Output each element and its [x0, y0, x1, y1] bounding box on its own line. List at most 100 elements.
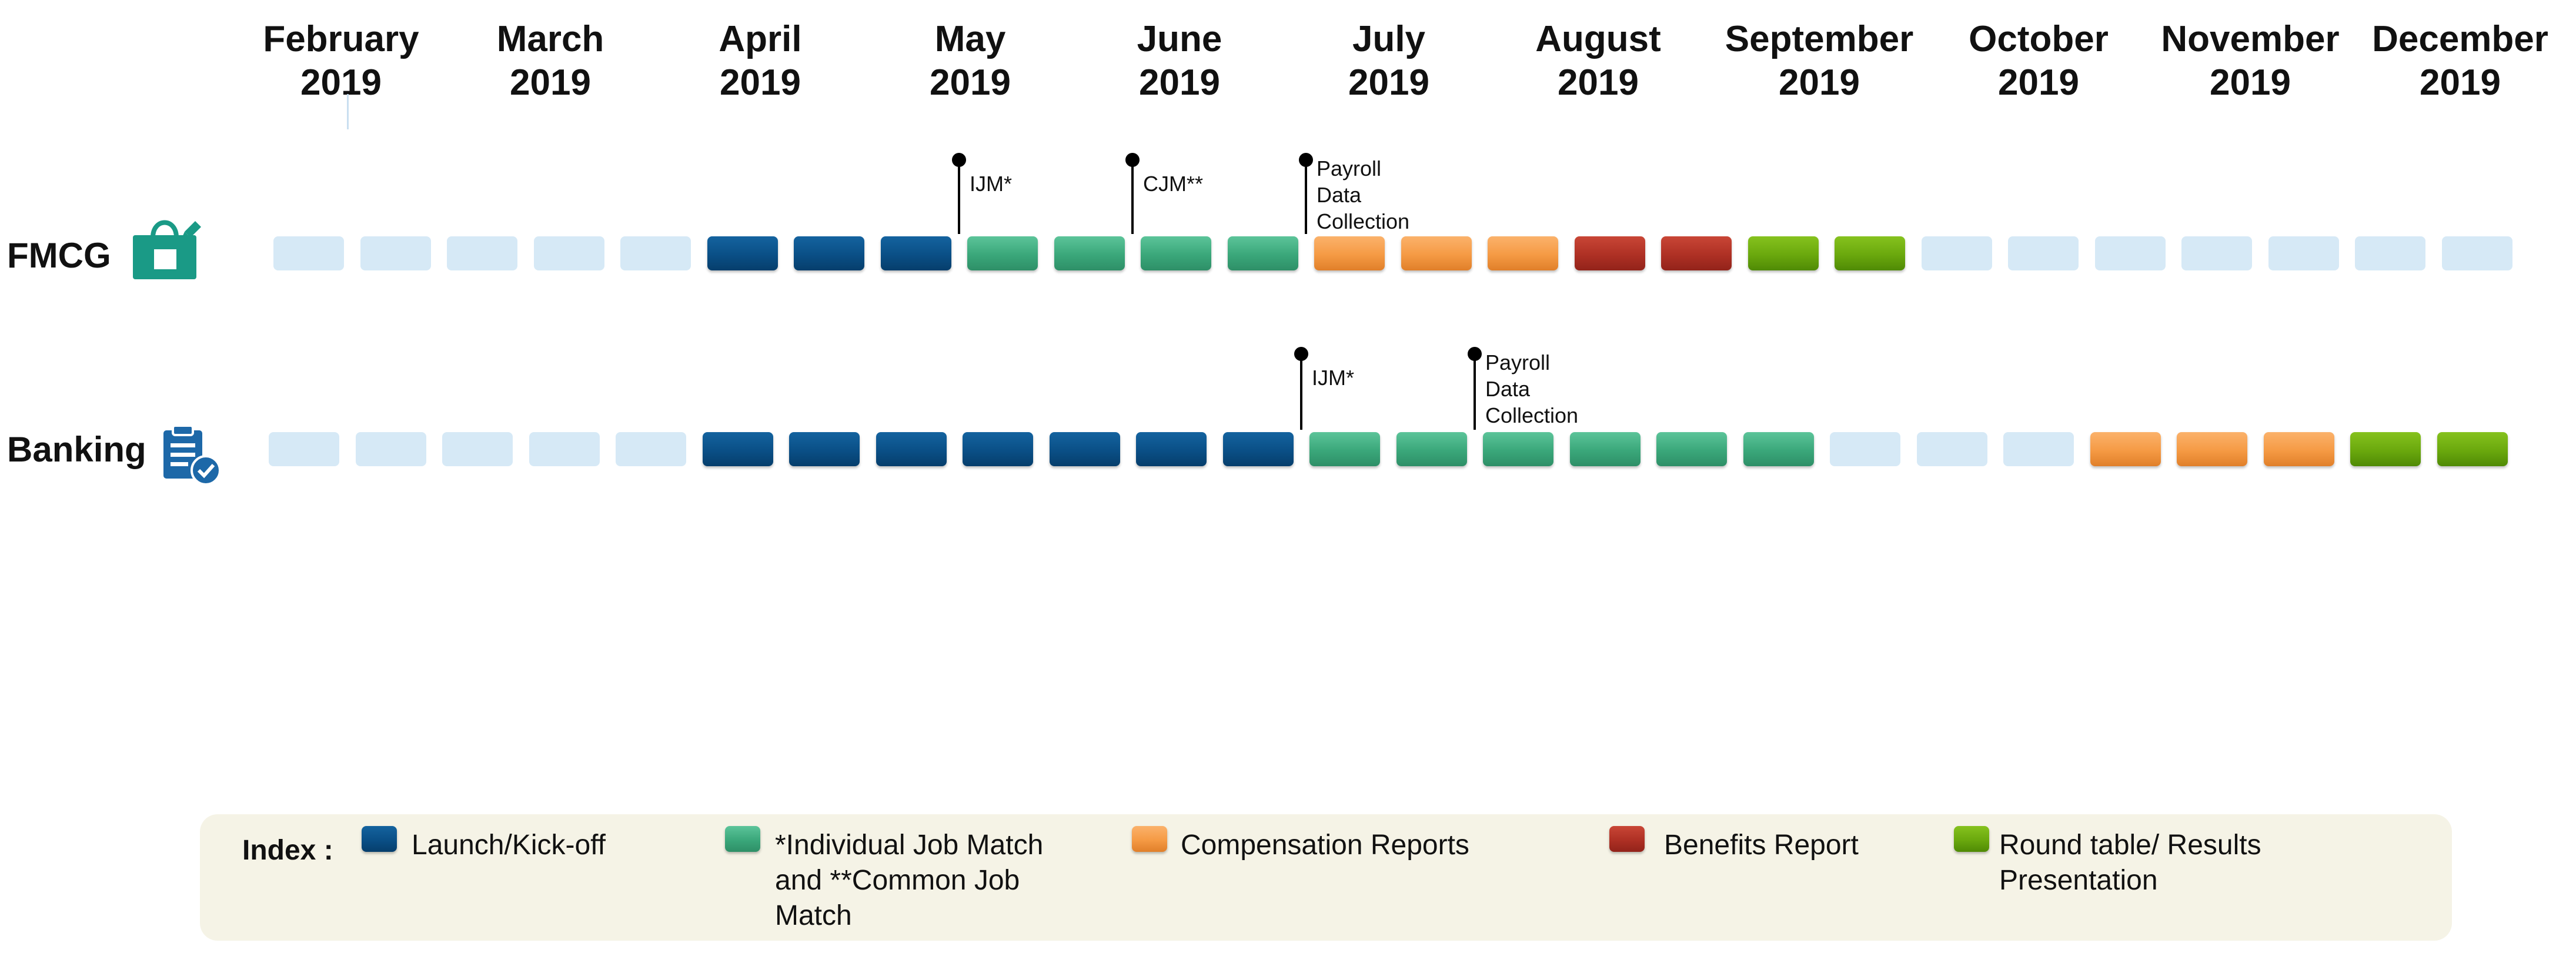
timeline-block-comp [2177, 432, 2247, 466]
timeline-block-round [1835, 236, 1905, 270]
timeline-block-match [967, 236, 1038, 270]
month-name: March [496, 19, 604, 59]
milestone-pin [952, 153, 966, 167]
month-year: 2019 [1558, 62, 1639, 103]
timeline-block-launch [702, 432, 773, 466]
timeline-block-match [1309, 432, 1380, 466]
month-year: 2019 [300, 62, 382, 103]
timeline-block-match [1656, 432, 1727, 466]
milestone-line [1305, 160, 1307, 234]
timeline-block-launch [707, 236, 778, 270]
timeline-block-none [355, 432, 426, 466]
month-label: June 2019 [1080, 18, 1279, 105]
milestone-line [1131, 160, 1134, 234]
timeline-block-round [2437, 432, 2508, 466]
timeline-block-launch [876, 432, 947, 466]
timeline-block-none [442, 432, 513, 466]
legend-swatch-benefits [1609, 826, 1645, 852]
timeline-block-match [1141, 236, 1211, 270]
month-name: August [1535, 19, 1661, 59]
timeline-block-none [2003, 432, 2074, 466]
row-label-fmcg: FMCG [7, 236, 111, 275]
milestone-line [1300, 354, 1302, 430]
timeline-block-launch [880, 236, 951, 270]
month-label: August 2019 [1498, 18, 1698, 105]
timeline-block-none [447, 236, 517, 270]
timeline-block-none [360, 236, 431, 270]
timeline-block-match [1396, 432, 1467, 466]
timeline-block-none [1916, 432, 1987, 466]
timeline-start-tick [347, 94, 349, 129]
legend-label-launch: Launch/Kick-off [412, 830, 606, 861]
milestone-label: Payroll Data Collection [1485, 350, 1579, 427]
milestone-pin [1294, 347, 1308, 361]
month-year: 2019 [1779, 62, 1860, 103]
month-year: 2019 [510, 62, 591, 103]
month-name: February [263, 19, 419, 59]
milestone-line [1474, 354, 1476, 430]
clipboard-check-icon [163, 424, 221, 486]
month-year: 2019 [2210, 62, 2291, 103]
month-year: 2019 [1348, 62, 1429, 103]
legend-panel [200, 814, 2452, 941]
timeline-block-launch [789, 432, 860, 466]
timeline-block-none [2181, 236, 2252, 270]
milestone-label: Payroll Data Collection [1317, 156, 1410, 233]
milestone-label: IJM* [1312, 366, 1354, 390]
timeline-block-none [2441, 236, 2512, 270]
month-name: October [1969, 19, 2109, 59]
timeline-block-none [2008, 236, 2079, 270]
month-label: October 2019 [1939, 18, 2139, 105]
timeline-block-comp [2090, 432, 2161, 466]
month-label: November 2019 [2150, 18, 2350, 105]
legend-label-match: *Individual Job Match and **Common Job M… [775, 830, 1044, 931]
timeline-block-none [616, 432, 686, 466]
month-label: February 2019 [241, 18, 441, 105]
legend-swatch-round [1954, 826, 1989, 852]
timeline-block-match [1569, 432, 1641, 466]
month-label: July 2019 [1289, 18, 1489, 105]
timeline-block-none [2268, 236, 2339, 270]
legend-label-comp: Compensation Reports [1181, 830, 1469, 861]
milestone-pin [1299, 153, 1313, 167]
milestone-pin [1468, 347, 1482, 361]
timeline-block-comp [1488, 236, 1558, 270]
legend-title: Index : [242, 835, 333, 866]
timeline-block-match [1483, 432, 1553, 466]
timeline-block-none [269, 432, 339, 466]
month-label: April 2019 [660, 18, 860, 105]
legend-label-round: Round table/ Results Presentation [1999, 830, 2261, 896]
timeline-block-comp [2263, 432, 2334, 466]
timeline-block-comp [1401, 236, 1472, 270]
month-label: December 2019 [2360, 18, 2560, 105]
month-label: May 2019 [870, 18, 1070, 105]
timeline-block-benefits [1574, 236, 1645, 270]
legend-label-benefits: Benefits Report [1664, 830, 1859, 861]
timeline-block-launch [794, 236, 864, 270]
timeline-block-none [620, 236, 691, 270]
milestone-pin [1125, 153, 1140, 167]
timeline-block-launch [1222, 432, 1294, 466]
timeline-block-none [533, 236, 604, 270]
month-label: September 2019 [1719, 18, 1919, 105]
timeline-block-round [1748, 236, 1819, 270]
month-name: July [1352, 19, 1426, 59]
legend-swatch-launch [362, 826, 397, 852]
month-year: 2019 [1998, 62, 2079, 103]
timeline-block-benefits [1661, 236, 1732, 270]
timeline-block-match [1054, 236, 1125, 270]
timeline-block-round [2350, 432, 2421, 466]
month-year: 2019 [2420, 62, 2501, 103]
month-name: September [1725, 19, 1914, 59]
timeline-block-match [1743, 432, 1814, 466]
timeline-block-none [1830, 432, 1900, 466]
timeline-block-comp [1314, 236, 1385, 270]
month-label: March 2019 [450, 18, 650, 105]
month-name: May [934, 19, 1006, 59]
timeline-block-launch [1049, 432, 1120, 466]
timeline-block-match [1227, 236, 1298, 270]
shopping-bag-icon [133, 220, 201, 279]
month-year: 2019 [720, 62, 801, 103]
timeline-block-launch [963, 432, 1033, 466]
month-year: 2019 [1139, 62, 1220, 103]
